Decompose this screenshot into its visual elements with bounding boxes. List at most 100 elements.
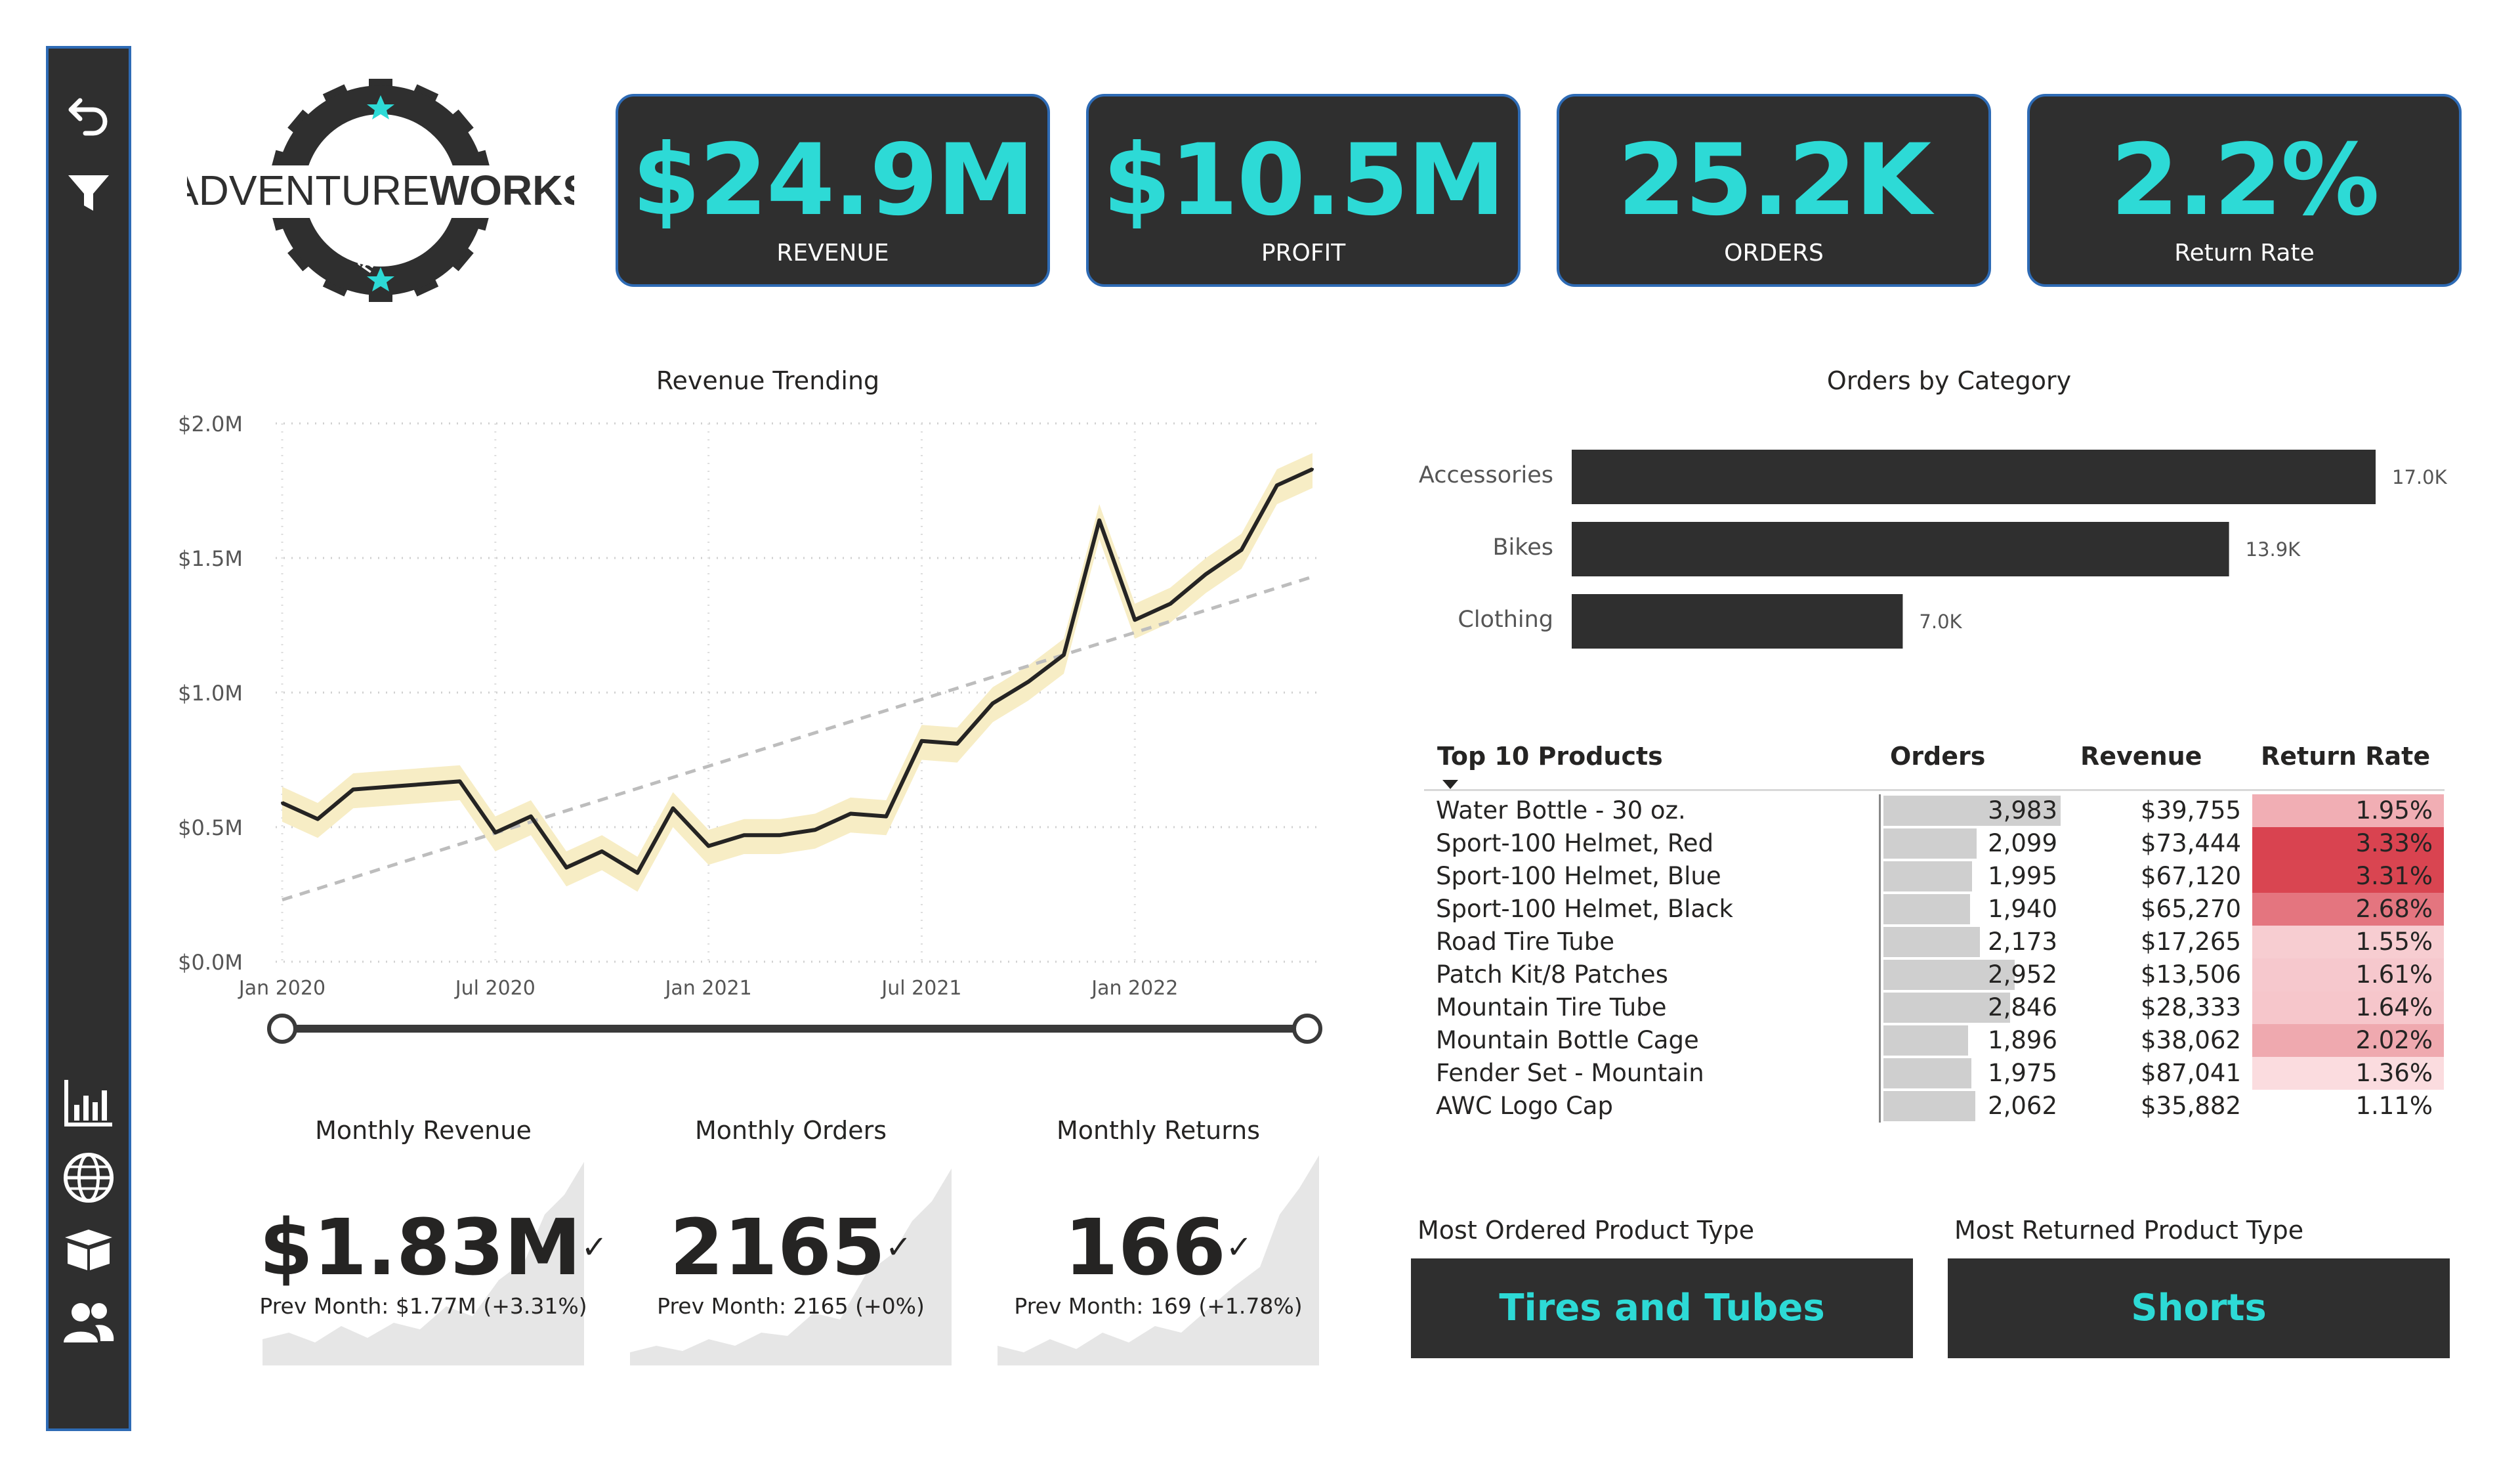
- kpi-label: ORDERS: [1724, 240, 1824, 267]
- x-tick-label: Jan 2021: [664, 977, 752, 1000]
- data-point: [1026, 680, 1030, 683]
- sidebar: [46, 46, 131, 1431]
- orders-cell: 1,896: [1988, 1026, 2057, 1054]
- bar-data-label: 17.0K: [2392, 466, 2448, 488]
- data-point: [814, 828, 817, 832]
- most-returned-card[interactable]: Shorts: [1948, 1258, 2450, 1358]
- data-point: [352, 788, 355, 791]
- data-point: [1133, 618, 1137, 622]
- data-point: [707, 844, 710, 847]
- data-point: [1062, 653, 1066, 656]
- data-point: [529, 815, 532, 818]
- kpi-card-orders[interactable]: 25.2K ORDERS: [1557, 94, 1991, 287]
- check-icon: ✓: [581, 1229, 608, 1266]
- revenue-cell: $67,120: [2140, 862, 2241, 890]
- orders-data-bar: [1883, 960, 2015, 990]
- kpi-card-profit[interactable]: $10.5M PROFIT: [1086, 94, 1521, 287]
- column-header-product[interactable]: Top 10 Products: [1437, 742, 1663, 771]
- orders-cell: 1,995: [1988, 862, 2057, 890]
- data-point: [991, 702, 994, 705]
- table-row[interactable]: Sport-100 Helmet, Black 1,940 $65,270 2.68%: [1424, 893, 2445, 926]
- bar-clothing[interactable]: [1572, 594, 1903, 649]
- data-point: [1169, 602, 1172, 605]
- return-rate-cell: 3.31%: [2355, 862, 2433, 890]
- monthly-revenue-prev: Prev Month: $1.77M (+3.31%): [259, 1293, 587, 1319]
- table-row[interactable]: Sport-100 Helmet, Red 2,099 $73,444 3.33%: [1424, 827, 2445, 860]
- data-point: [956, 742, 959, 745]
- product-name-cell: AWC Logo Cap: [1436, 1092, 1613, 1120]
- table-row[interactable]: Mountain Tire Tube 2,846 $28,333 1.64%: [1424, 991, 2445, 1024]
- monthly-returns-value: 166✓: [1064, 1202, 1253, 1293]
- orders-data-bar: [1883, 927, 1980, 957]
- monthly-returns-sparkline: [998, 1155, 1319, 1365]
- bar-accessories[interactable]: [1572, 450, 2376, 504]
- return-rate-heat-cell: [2252, 958, 2444, 991]
- undo-icon[interactable]: [62, 88, 115, 140]
- revenue-cell: $39,755: [2140, 796, 2241, 825]
- data-point: [849, 812, 852, 815]
- bar-bikes[interactable]: [1572, 522, 2229, 576]
- most-returned-label: Most Returned Product Type: [1954, 1216, 2304, 1245]
- header-divider: [1424, 789, 2445, 791]
- bar-category-label: Accessories: [1419, 462, 1553, 488]
- x-tick-label: Jan 2020: [238, 977, 326, 1000]
- monthly-orders-title: Monthly Orders: [694, 1116, 887, 1145]
- orders-cell: 2,062: [1988, 1092, 2057, 1120]
- data-point: [1098, 519, 1101, 522]
- kpi-card-revenue[interactable]: $24.9M REVENUE: [616, 94, 1050, 287]
- data-point: [281, 802, 284, 805]
- data-point: [423, 783, 426, 786]
- data-point: [316, 817, 320, 821]
- orders-data-bar: [1883, 861, 1972, 891]
- orders-cell: 1,975: [1988, 1059, 2057, 1087]
- column-divider: [1879, 794, 1881, 1123]
- column-header-revenue[interactable]: Revenue: [2080, 742, 2202, 771]
- kpi-label: REVENUE: [776, 240, 889, 267]
- orders-by-category-chart[interactable]: Accessories 17.0K Bikes 13.9K Clothing 7.0K: [1391, 420, 2507, 670]
- revenue-cell: $17,265: [2140, 928, 2241, 956]
- box-icon[interactable]: [62, 1224, 115, 1276]
- data-point: [494, 831, 497, 834]
- revenue-cell: $87,041: [2140, 1059, 2241, 1087]
- table-row[interactable]: Patch Kit/8 Patches 2,952 $13,506 1.61%: [1424, 958, 2445, 991]
- revenue-cell: $65,270: [2140, 895, 2241, 923]
- monthly-orders-sparkline: [630, 1169, 952, 1365]
- data-point: [671, 807, 675, 810]
- column-header-return-rate[interactable]: Return Rate: [2261, 742, 2431, 771]
- table-row[interactable]: AWC Logo Cap 2,062 $35,882 1.11%: [1424, 1090, 2445, 1123]
- revenue-cell: $28,333: [2140, 993, 2241, 1021]
- return-rate-heat-cell: [2252, 860, 2444, 893]
- orders-data-bar: [1883, 828, 1977, 859]
- date-slider-end-handle[interactable]: [1292, 1014, 1322, 1044]
- table-row[interactable]: Sport-100 Helmet, Blue 1,995 $67,120 3.31%: [1424, 860, 2445, 893]
- return-rate-cell: 1.11%: [2355, 1092, 2433, 1120]
- product-name-cell: Sport-100 Helmet, Black: [1436, 895, 1733, 923]
- monthly-revenue-value: $1.83M✓: [259, 1202, 608, 1293]
- most-ordered-label: Most Ordered Product Type: [1418, 1216, 1755, 1245]
- table-row[interactable]: Water Bottle - 30 oz. 3,983 $39,755 1.95%: [1424, 794, 2445, 827]
- revenue-cell: $73,444: [2140, 829, 2241, 857]
- orders-data-bar: [1883, 894, 1970, 924]
- users-icon[interactable]: [62, 1296, 115, 1348]
- data-point: [1275, 484, 1278, 487]
- y-tick-label: $0.5M: [178, 815, 243, 840]
- table-row[interactable]: Fender Set - Mountain 1,975 $87,041 1.36%: [1424, 1057, 2445, 1090]
- return-rate-cell: 2.68%: [2355, 895, 2433, 923]
- filter-icon[interactable]: [62, 167, 115, 219]
- product-name-cell: Road Tire Tube: [1436, 928, 1614, 956]
- x-tick-label: Jul 2020: [454, 977, 536, 1000]
- column-header-orders[interactable]: Orders: [1890, 742, 1986, 771]
- revenue-trending-title: Revenue Trending: [656, 366, 880, 395]
- globe-icon[interactable]: [62, 1151, 115, 1204]
- orders-data-bar: [1883, 1025, 1968, 1056]
- sort-desc-icon[interactable]: [1441, 779, 1460, 793]
- table-row[interactable]: Mountain Bottle Cage 1,896 $38,062 2.02%: [1424, 1024, 2445, 1057]
- bar-chart-icon[interactable]: [62, 1076, 115, 1128]
- table-row[interactable]: Road Tire Tube 2,173 $17,265 1.55%: [1424, 926, 2445, 958]
- date-slider-start-handle[interactable]: [267, 1014, 297, 1044]
- kpi-value: 2.2%: [2110, 123, 2380, 238]
- kpi-card-return-rate[interactable]: 2.2% Return Rate: [2027, 94, 2462, 287]
- orders-data-bar: [1883, 796, 2061, 826]
- most-ordered-card[interactable]: Tires and Tubes: [1411, 1258, 1913, 1358]
